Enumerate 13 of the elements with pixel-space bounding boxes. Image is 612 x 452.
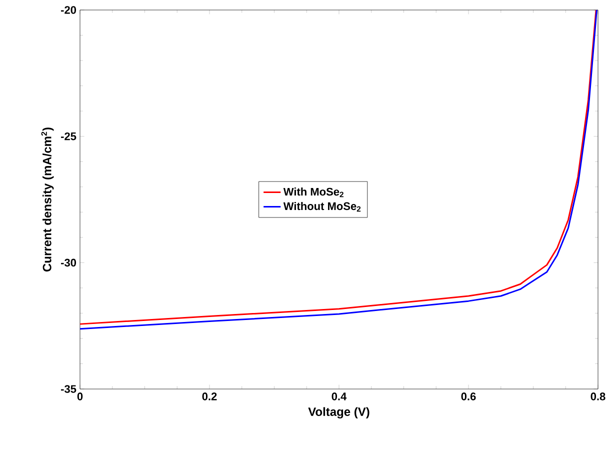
x-tick-label: 0.4 bbox=[332, 392, 347, 400]
x-tick-label: 0.8 bbox=[590, 392, 606, 400]
legend-label: With MoSe$_{2}$ bbox=[283, 188, 344, 198]
x-axis-title: Voltage (V) bbox=[308, 407, 370, 418]
y-tick-label: -25 bbox=[60, 132, 76, 140]
x-tick-label: 0 bbox=[77, 392, 83, 400]
y-tick-label: -30 bbox=[60, 258, 76, 267]
y-tick-label: -20 bbox=[60, 6, 76, 14]
y-axis-title: Current density (mA/cm$^{2}$) bbox=[41, 128, 54, 272]
x-tick-label: 0.6 bbox=[461, 392, 476, 400]
y-tick-label: -35 bbox=[60, 385, 76, 393]
legend-label: Without MoSe$_{2}$ bbox=[283, 202, 361, 212]
x-tick-label: 0.2 bbox=[202, 392, 217, 400]
